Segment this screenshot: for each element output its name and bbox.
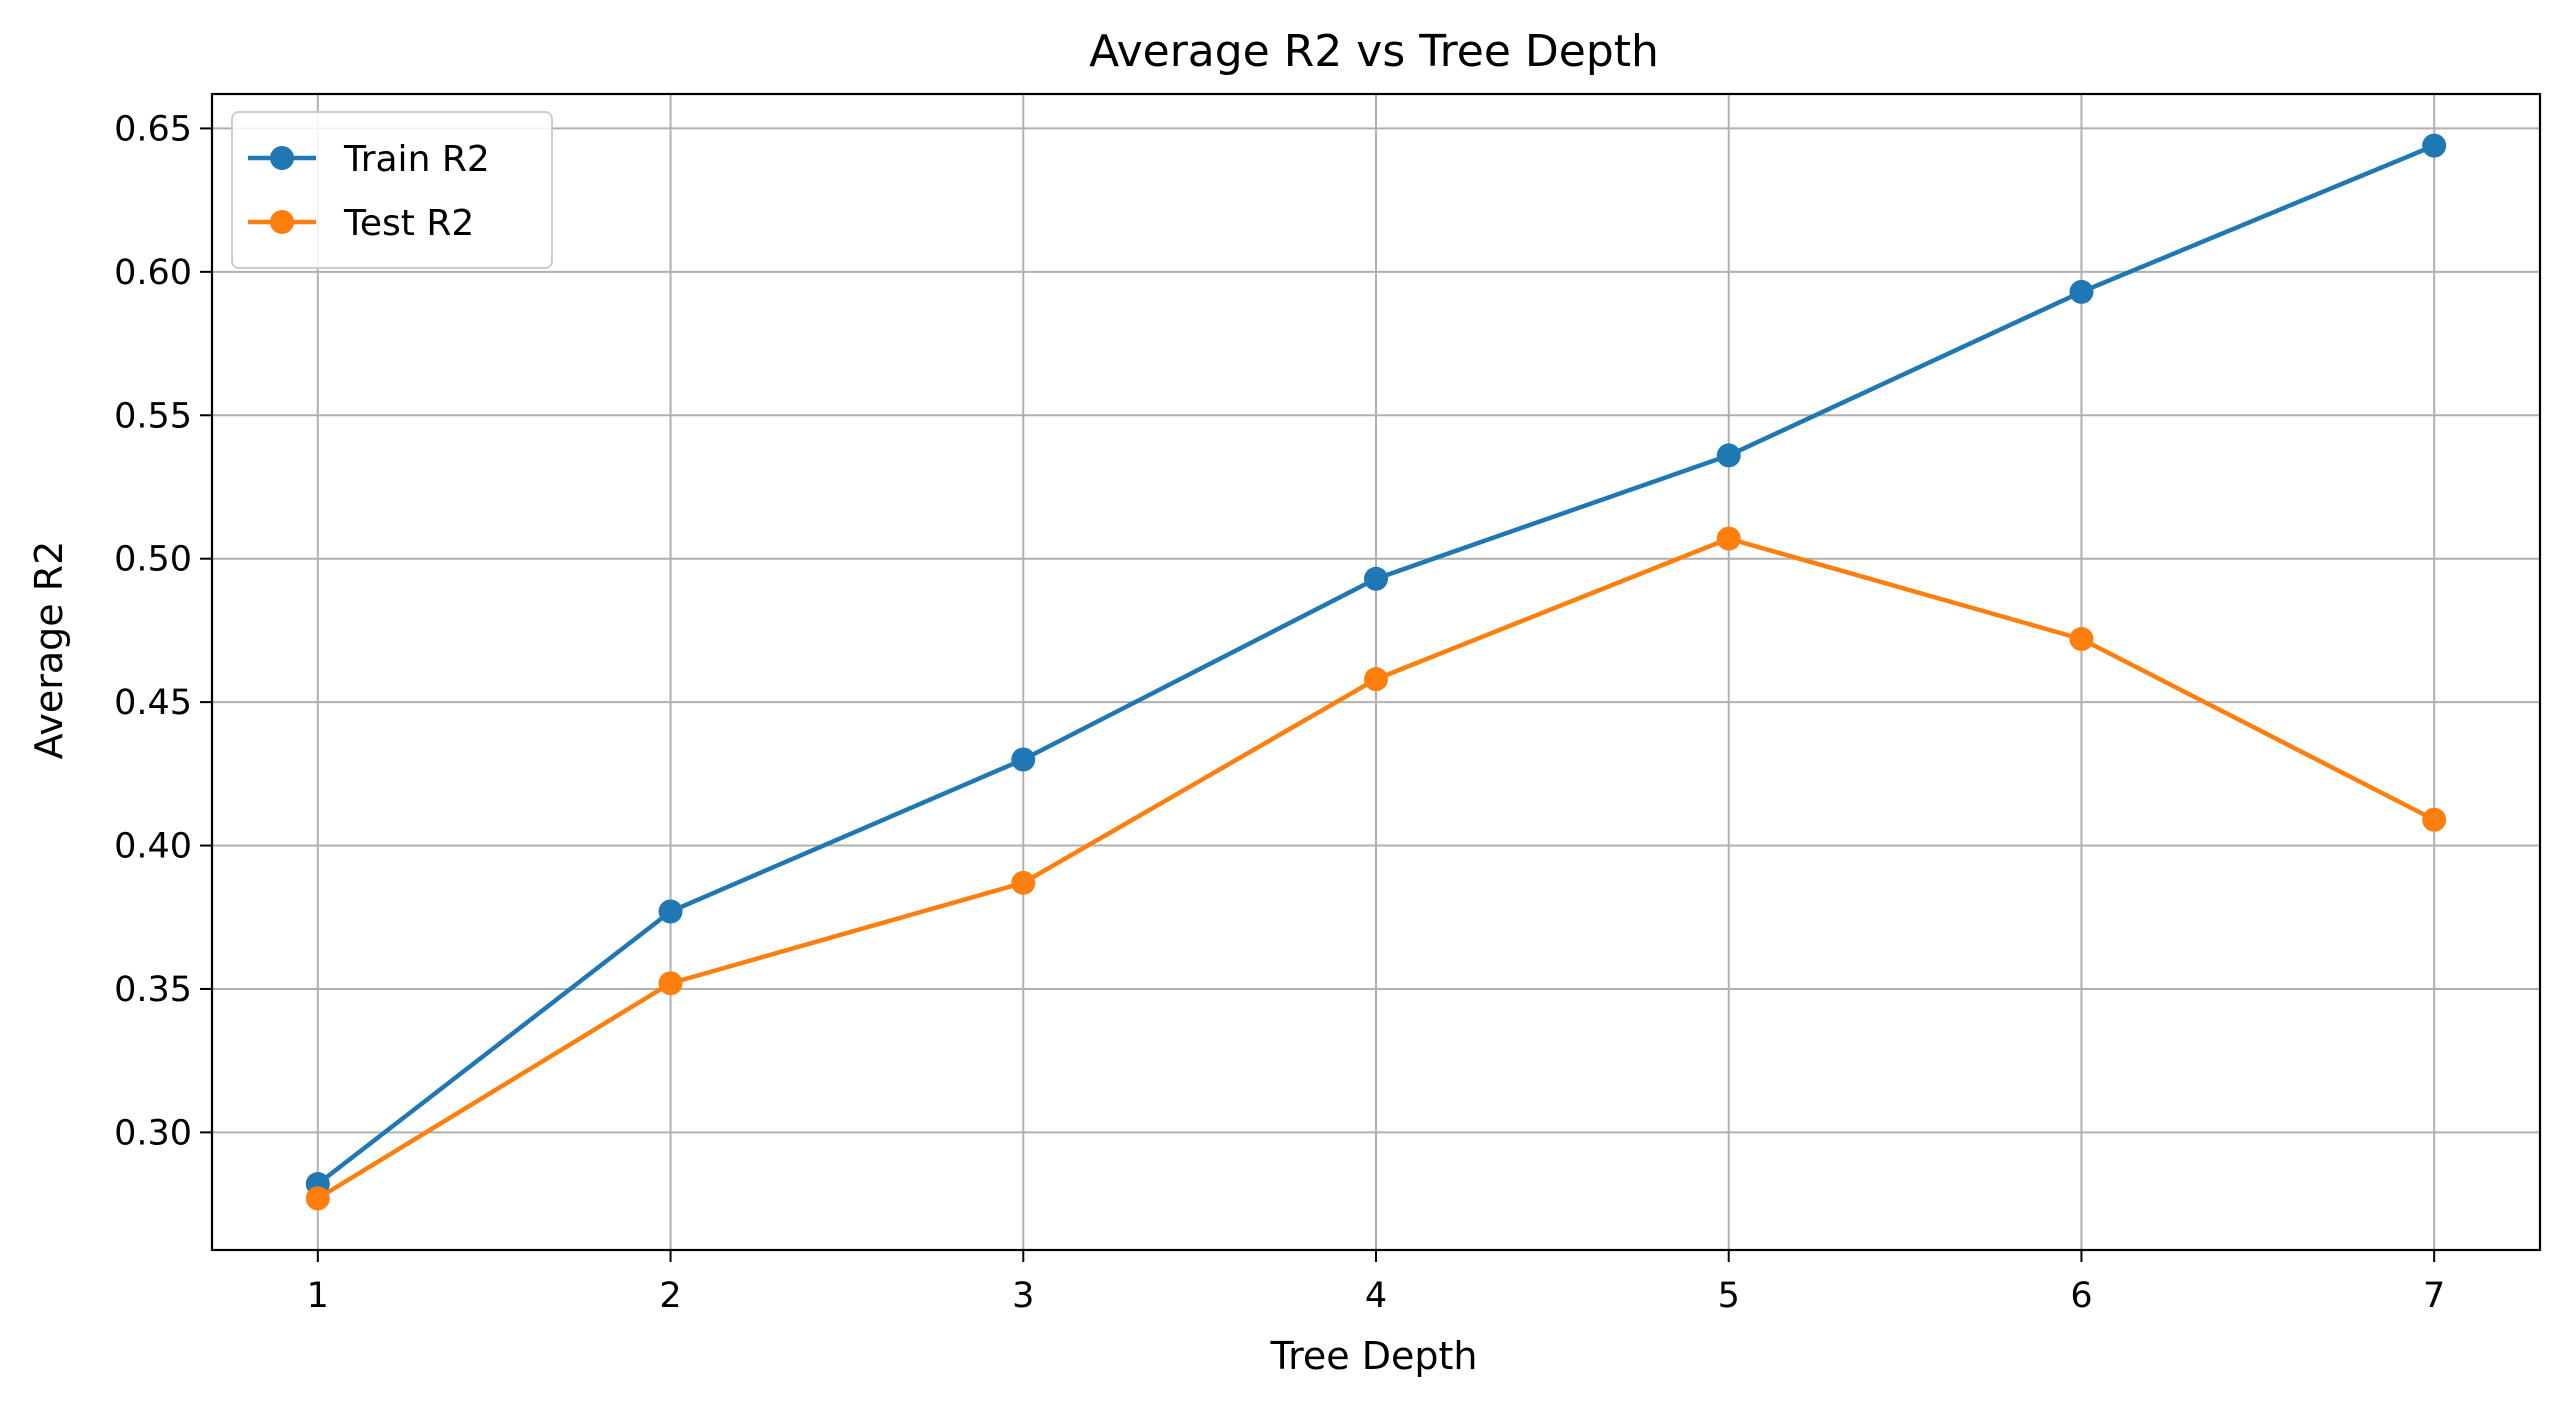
y-tick-label: 0.35 bbox=[114, 970, 192, 1010]
y-tick-label: 0.40 bbox=[114, 827, 192, 867]
x-tick-label: 2 bbox=[659, 1276, 681, 1316]
x-axis-label: Tree Depth bbox=[1270, 1334, 1478, 1378]
legend-label: Train R2 bbox=[343, 139, 490, 180]
x-tick-label: 6 bbox=[2070, 1276, 2092, 1316]
legend-marker bbox=[270, 146, 294, 170]
series-test-r2 bbox=[305, 526, 2447, 1211]
data-point bbox=[658, 971, 683, 996]
data-point bbox=[1011, 870, 1036, 895]
legend: Train R2 Test R2 bbox=[231, 111, 553, 269]
data-point bbox=[1011, 747, 1036, 772]
axis-ticks: 1 2 3 4 5 6 7 0.30 0.35 0.40 0.45 0.50 0.55 0.60 0.65 bbox=[114, 109, 2445, 1316]
data-point bbox=[658, 899, 683, 924]
x-tick-label: 3 bbox=[1012, 1276, 1034, 1316]
data-point bbox=[1716, 526, 1741, 551]
y-tick-label: 0.50 bbox=[114, 540, 192, 580]
legend-item: Test R2 bbox=[248, 203, 474, 244]
x-tick-label: 1 bbox=[307, 1276, 329, 1316]
y-tick-label: 0.65 bbox=[114, 109, 192, 149]
y-tick-label: 0.45 bbox=[114, 683, 192, 723]
chart-title: Average R2 vs Tree Depth bbox=[1089, 26, 1659, 77]
legend-item: Train R2 bbox=[248, 139, 490, 180]
data-point bbox=[2422, 807, 2447, 832]
data-point bbox=[2422, 133, 2447, 158]
data-point bbox=[2069, 279, 2094, 304]
y-tick-label: 0.55 bbox=[114, 396, 192, 436]
y-tick-label: 0.60 bbox=[114, 253, 192, 293]
x-tick-label: 4 bbox=[1365, 1276, 1387, 1316]
data-point bbox=[1716, 443, 1741, 468]
x-tick-label: 5 bbox=[1718, 1276, 1740, 1316]
data-point bbox=[2069, 627, 2094, 652]
x-tick-label: 7 bbox=[2423, 1276, 2445, 1316]
series-layer bbox=[305, 133, 2447, 1211]
data-point bbox=[1364, 667, 1388, 692]
data-point bbox=[1364, 566, 1388, 591]
legend-marker bbox=[270, 210, 294, 234]
legend-box bbox=[231, 111, 553, 269]
legend-label: Test R2 bbox=[343, 203, 474, 244]
data-point bbox=[305, 1186, 330, 1211]
y-tick-label: 0.30 bbox=[114, 1113, 192, 1153]
y-axis-label: Average R2 bbox=[27, 541, 71, 760]
